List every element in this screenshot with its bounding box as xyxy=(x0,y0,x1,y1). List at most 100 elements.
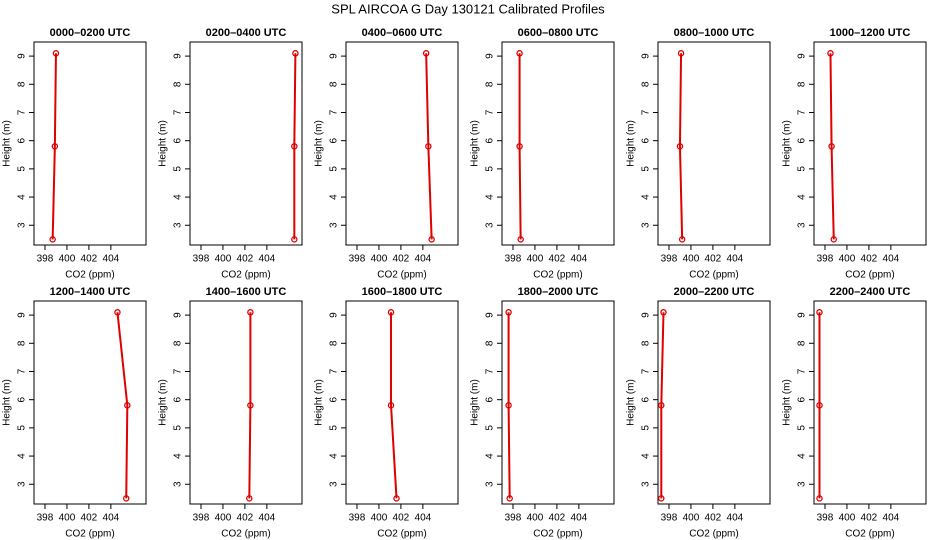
y-tick-label: 4 xyxy=(329,194,340,200)
y-tick-label: 4 xyxy=(485,194,496,200)
y-tick-label: 3 xyxy=(17,222,28,228)
x-tick-label: 398 xyxy=(661,254,678,265)
y-tick-label: 9 xyxy=(797,312,808,318)
profile-line xyxy=(829,53,835,240)
x-tick-label: 404 xyxy=(103,513,120,524)
x-tick-label: 400 xyxy=(371,513,388,524)
y-tick-label: 8 xyxy=(641,81,652,87)
data-point xyxy=(816,309,823,316)
y-tick-label: 7 xyxy=(485,368,496,374)
x-tick-label: 400 xyxy=(839,254,856,265)
data-point xyxy=(393,495,400,502)
x-tick-label: 400 xyxy=(215,254,232,265)
y-tick-label: 9 xyxy=(173,312,184,318)
x-tick-label: 404 xyxy=(415,254,432,265)
y-tick-label: 4 xyxy=(485,453,496,459)
profile-line xyxy=(51,53,57,240)
plot-frame xyxy=(345,300,459,505)
figure-title: SPL AIRCOA G Day 130121 Calibrated Profi… xyxy=(331,1,605,16)
data-point xyxy=(291,236,298,243)
plot-frame xyxy=(813,300,927,505)
panel-title: 2000–2200 UTC xyxy=(674,286,755,298)
panel-title: 1600–1800 UTC xyxy=(362,286,443,298)
y-tick-label: 6 xyxy=(797,137,808,143)
y-tick-label: 8 xyxy=(641,340,652,346)
panel-title: 0600–0800 UTC xyxy=(518,27,599,39)
y-tick-label: 7 xyxy=(641,109,652,115)
data-point xyxy=(291,143,298,150)
panel-title: 1000–1200 UTC xyxy=(830,27,911,39)
y-tick-label: 6 xyxy=(17,396,28,402)
y-tick-label: 4 xyxy=(173,194,184,200)
data-point xyxy=(387,402,395,409)
data-point xyxy=(827,50,834,57)
data-point xyxy=(828,143,835,150)
profile-line xyxy=(293,53,297,240)
x-tick-label: 398 xyxy=(349,254,366,265)
y-tick-label: 7 xyxy=(797,109,808,115)
y-tick-label: 6 xyxy=(173,137,184,143)
y-tick-label: 9 xyxy=(329,312,340,318)
profile-line xyxy=(518,53,522,240)
y-tick-label: 5 xyxy=(173,425,184,431)
panel-title: 1800–2000 UTC xyxy=(518,286,599,298)
x-tick-label: 400 xyxy=(371,254,388,265)
y-tick-label: 8 xyxy=(329,81,340,87)
profile-line xyxy=(507,312,511,499)
y-tick-label: 8 xyxy=(17,81,28,87)
y-tick-label: 6 xyxy=(797,396,808,402)
y-tick-label: 5 xyxy=(485,166,496,172)
y-axis-label: Height (m) xyxy=(2,120,13,167)
x-tick-label: 398 xyxy=(37,254,54,265)
x-axis-label: CO2 (ppm) xyxy=(221,270,270,281)
x-tick-label: 404 xyxy=(259,254,276,265)
y-tick-label: 8 xyxy=(173,81,184,87)
plot-frame xyxy=(189,300,303,505)
data-point xyxy=(247,309,254,316)
x-tick-label: 404 xyxy=(571,254,588,265)
x-tick-label: 402 xyxy=(237,513,254,524)
data-point xyxy=(517,236,524,243)
data-point xyxy=(506,495,513,502)
profile-line xyxy=(660,312,665,499)
panel-title: 0200–0400 UTC xyxy=(206,27,287,39)
y-tick-label: 9 xyxy=(485,312,496,318)
plot-frame xyxy=(501,300,615,505)
y-tick-label: 5 xyxy=(641,425,652,431)
panel-title: 2200–2400 UTC xyxy=(830,286,911,298)
y-tick-label: 5 xyxy=(797,425,808,431)
y-tick-label: 6 xyxy=(329,396,340,402)
x-tick-label: 402 xyxy=(549,513,566,524)
y-tick-label: 7 xyxy=(329,368,340,374)
x-tick-label: 402 xyxy=(81,513,98,524)
y-tick-label: 3 xyxy=(329,481,340,487)
y-tick-label: 4 xyxy=(641,453,652,459)
y-axis-label: Height (m) xyxy=(314,120,325,167)
x-tick-label: 400 xyxy=(683,513,700,524)
y-tick-label: 4 xyxy=(797,453,808,459)
y-tick-label: 3 xyxy=(797,481,808,487)
y-tick-label: 5 xyxy=(17,166,28,172)
x-tick-label: 404 xyxy=(883,254,900,265)
x-axis-label: CO2 (ppm) xyxy=(533,529,582,540)
data-point xyxy=(676,143,684,150)
x-tick-label: 402 xyxy=(549,254,566,265)
x-tick-label: 400 xyxy=(59,254,76,265)
x-tick-label: 404 xyxy=(103,254,120,265)
y-tick-label: 7 xyxy=(17,368,28,374)
x-tick-label: 404 xyxy=(571,513,588,524)
data-point xyxy=(246,495,253,502)
data-point xyxy=(52,50,60,57)
data-point xyxy=(49,236,56,243)
y-tick-label: 4 xyxy=(173,453,184,459)
data-point xyxy=(505,309,512,316)
data-point xyxy=(660,309,667,316)
x-tick-label: 402 xyxy=(705,254,722,265)
y-axis-label: Height (m) xyxy=(470,120,481,167)
y-tick-label: 6 xyxy=(485,396,496,402)
y-tick-label: 9 xyxy=(485,53,496,59)
y-tick-label: 9 xyxy=(641,53,652,59)
y-tick-label: 7 xyxy=(173,109,184,115)
plot-frame xyxy=(345,41,459,246)
